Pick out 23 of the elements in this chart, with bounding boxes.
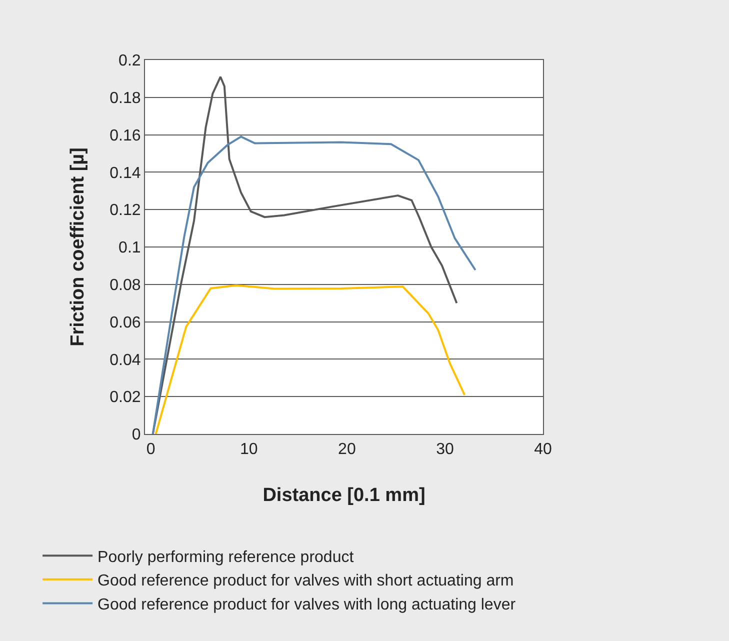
y-tick-label: 0.14 <box>110 164 141 182</box>
y-tick-label: 0.18 <box>110 90 141 107</box>
y-tick-label: 0.12 <box>110 202 141 220</box>
y-tick-label: 0.08 <box>110 277 141 294</box>
y-tick-label: 0.04 <box>110 352 141 369</box>
x-axis-title: Distance [0.1 mm] <box>262 485 426 506</box>
y-tick-label: 0.02 <box>110 389 141 406</box>
y-axis-title: Friction coefficient [µ] <box>68 148 89 346</box>
y-tick-label: 0.16 <box>110 127 141 144</box>
x-tick-label: 40 <box>534 441 552 458</box>
legend-label: Poorly performing reference product <box>98 548 354 566</box>
y-tick-label: 0.06 <box>110 314 141 332</box>
x-tick-label: 30 <box>436 441 454 458</box>
x-tick-label: 20 <box>338 441 356 458</box>
line-series <box>154 284 466 434</box>
x-tick-label: 10 <box>240 441 258 458</box>
x-tick-label: 0 <box>146 441 156 458</box>
y-tick-label: 0.2 <box>118 52 141 70</box>
line-series <box>152 136 476 434</box>
legend-label: Good reference product for valves with long actuating lever <box>98 596 516 614</box>
y-tick-label: 0 <box>132 426 141 444</box>
legend-label: Good reference product for valves with short actuating arm <box>98 572 514 590</box>
y-tick-label: 0.1 <box>118 240 141 257</box>
